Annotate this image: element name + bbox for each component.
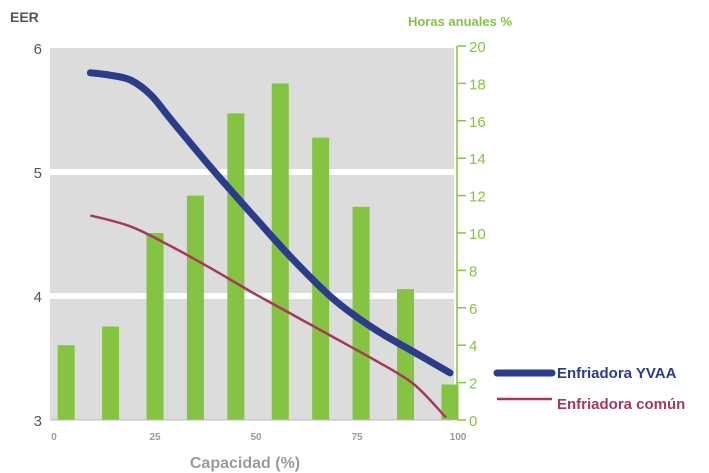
right-tick-label: 10 (469, 226, 486, 243)
left-tick-label: 4 (34, 289, 42, 306)
series-line-yvaa (86, 69, 454, 377)
right-tick-label: 2 (469, 376, 477, 393)
legend-label-yvaa: Enfriadora YVAA (557, 365, 677, 382)
legend-label-comun: Enfriadora común (557, 396, 685, 413)
left-axis-title: EER (10, 9, 39, 25)
plot-background (50, 48, 454, 420)
x-tick-label: 75 (351, 432, 363, 443)
x-tick-label: 50 (250, 432, 262, 443)
gridline (50, 169, 454, 175)
right-tick-label: 8 (469, 263, 477, 280)
bar (441, 384, 459, 420)
right-tick-label: 6 (469, 301, 477, 318)
left-axis: 3 4 5 6 (34, 41, 42, 430)
x-tick-label: 100 (450, 432, 467, 443)
left-tick-label: 3 (34, 413, 42, 430)
plot-band (50, 48, 454, 172)
bar (397, 289, 415, 420)
right-tick-label: 18 (469, 76, 486, 93)
x-axis: 0 25 50 75 100 (50, 419, 467, 443)
right-tick-label: 12 (469, 189, 486, 206)
right-tick-label: 0 (469, 413, 477, 430)
bar (146, 233, 164, 420)
left-tick-label: 6 (34, 41, 42, 58)
bar (186, 195, 204, 420)
bar (227, 113, 245, 420)
series-line-comun (90, 214, 447, 419)
bar (312, 137, 330, 420)
x-axis-title: Capacidad (%) (190, 455, 300, 472)
bar-series (57, 83, 459, 421)
x-tick-label: 0 (51, 432, 57, 443)
bar (57, 345, 75, 420)
right-tick-label: 20 (469, 39, 486, 56)
right-tick-label: 4 (469, 338, 477, 355)
gridline (50, 293, 454, 299)
bar (352, 206, 370, 420)
right-tick-label: 16 (469, 114, 486, 131)
left-tick-label: 5 (34, 165, 42, 182)
plot-band (50, 172, 454, 296)
right-axis: 0 2 4 6 8 10 12 14 16 18 20 (456, 39, 486, 430)
right-tick-label: 14 (469, 151, 486, 168)
legend: Enfriadora YVAA Enfriadora común (493, 365, 685, 413)
right-axis-title: Horas anuales % (408, 14, 512, 29)
bar (102, 326, 120, 420)
line-series (86, 69, 454, 419)
bar (271, 83, 289, 421)
x-tick-label: 25 (149, 432, 161, 443)
